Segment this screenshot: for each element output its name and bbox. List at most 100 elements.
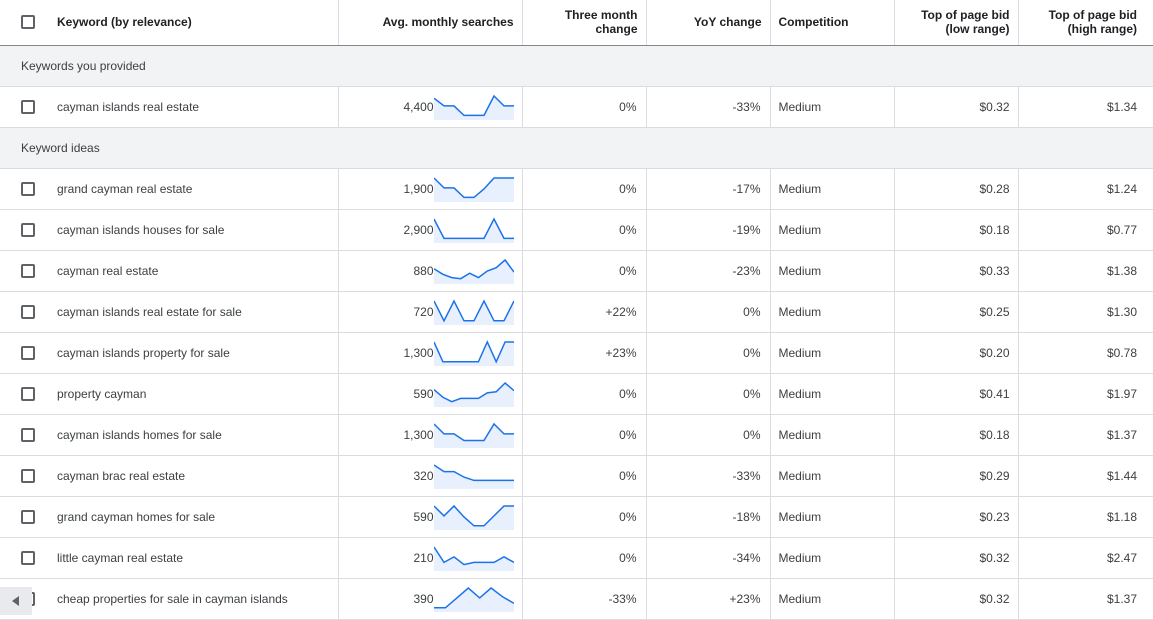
col-bid-high-header[interactable]: Top of page bid(high range)	[1018, 0, 1153, 45]
bid-high-cell: $2.47	[1018, 537, 1153, 578]
keyword-cell[interactable]: cayman islands real estate for sale	[57, 291, 338, 332]
trend-sparkline	[434, 217, 514, 243]
bid-high-cell: $0.78	[1018, 332, 1153, 373]
keyword-cell[interactable]: grand cayman homes for sale	[57, 496, 338, 537]
avg-searches-cell: 880	[338, 250, 522, 291]
row-checkbox[interactable]	[21, 305, 35, 319]
three-month-change-cell: 0%	[522, 496, 646, 537]
trend-sparkline	[434, 586, 514, 612]
col-yoy-header[interactable]: YoY change	[646, 0, 770, 45]
competition-cell: Medium	[770, 496, 894, 537]
keyword-cell[interactable]: cayman islands houses for sale	[57, 209, 338, 250]
trend-area	[434, 178, 514, 202]
checkbox-cell	[0, 496, 57, 537]
row-checkbox[interactable]	[21, 100, 35, 114]
col-bid-low-header[interactable]: Top of page bid(low range)	[894, 0, 1018, 45]
yoy-change-cell: -33%	[646, 86, 770, 127]
keyword-cell[interactable]: grand cayman real estate	[57, 168, 338, 209]
avg-searches-cell: 4,400	[338, 86, 522, 127]
row-checkbox[interactable]	[21, 551, 35, 565]
avg-searches-cell: 590	[338, 496, 522, 537]
row-checkbox[interactable]	[21, 264, 35, 278]
bid-high-cell: $0.77	[1018, 209, 1153, 250]
col-competition-header[interactable]: Competition	[770, 0, 894, 45]
yoy-change-cell: 0%	[646, 414, 770, 455]
col-keyword-header[interactable]: Keyword (by relevance)	[57, 0, 338, 45]
checkbox-cell	[0, 455, 57, 496]
keyword-cell[interactable]: cayman islands property for sale	[57, 332, 338, 373]
bid-low-cell: $0.29	[894, 455, 1018, 496]
avg-searches-value: 880	[413, 264, 433, 278]
row-checkbox[interactable]	[21, 510, 35, 524]
bid-high-cell: $1.44	[1018, 455, 1153, 496]
bid-low-cell: $0.33	[894, 250, 1018, 291]
avg-searches-cell: 720	[338, 291, 522, 332]
col-avg-header[interactable]: Avg. monthly searches	[338, 0, 522, 45]
row-checkbox[interactable]	[21, 428, 35, 442]
bid-high-cell: $1.37	[1018, 578, 1153, 619]
bid-low-cell: $0.32	[894, 578, 1018, 619]
group-label-ideas: Keyword ideas	[0, 127, 1153, 168]
keyword-cell[interactable]: cayman islands real estate	[57, 86, 338, 127]
keyword-cell[interactable]: cayman brac real estate	[57, 455, 338, 496]
avg-searches-value: 2,900	[403, 223, 433, 237]
row-checkbox[interactable]	[21, 387, 35, 401]
three-month-change-cell: 0%	[522, 209, 646, 250]
competition-cell: Medium	[770, 86, 894, 127]
trend-sparkline	[434, 381, 514, 407]
bid-low-cell: $0.25	[894, 291, 1018, 332]
three-month-change-cell: -33%	[522, 578, 646, 619]
trend-sparkline	[434, 299, 514, 325]
yoy-change-cell: -33%	[646, 455, 770, 496]
scroll-left-button[interactable]	[0, 587, 32, 615]
table-header: Keyword (by relevance) Avg. monthly sear…	[0, 0, 1153, 45]
keyword-cell[interactable]: cayman real estate	[57, 250, 338, 291]
row-checkbox[interactable]	[21, 182, 35, 196]
trend-area	[434, 96, 514, 120]
keyword-cell[interactable]: cheap properties for sale in cayman isla…	[57, 578, 338, 619]
row-checkbox[interactable]	[21, 223, 35, 237]
competition-cell: Medium	[770, 209, 894, 250]
avg-searches-cell: 1,300	[338, 414, 522, 455]
avg-searches-value: 590	[413, 510, 433, 524]
select-all-cell	[0, 0, 57, 45]
trend-sparkline	[434, 463, 514, 489]
three-month-line2: change	[595, 22, 637, 36]
checkbox-cell	[0, 291, 57, 332]
keyword-cell[interactable]: cayman islands homes for sale	[57, 414, 338, 455]
trend-sparkline	[434, 258, 514, 284]
keyword-cell[interactable]: little cayman real estate	[57, 537, 338, 578]
competition-cell: Medium	[770, 455, 894, 496]
avg-searches-value: 210	[413, 551, 433, 565]
three-month-change-cell: +23%	[522, 332, 646, 373]
checkbox-cell	[0, 86, 57, 127]
table-body: Keywords you provided cayman islands rea…	[0, 45, 1153, 619]
trend-line	[434, 301, 514, 321]
three-month-change-cell: 0%	[522, 537, 646, 578]
avg-searches-cell: 1,300	[338, 332, 522, 373]
checkbox-cell	[0, 250, 57, 291]
select-all-checkbox[interactable]	[21, 15, 35, 29]
group-row-ideas: Keyword ideas	[0, 127, 1153, 168]
keyword-cell[interactable]: property cayman	[57, 373, 338, 414]
row-checkbox[interactable]	[21, 469, 35, 483]
row-checkbox[interactable]	[21, 346, 35, 360]
competition-cell: Medium	[770, 578, 894, 619]
table-row[interactable]: cheap properties for sale in cayman isla…	[0, 578, 1153, 619]
trend-sparkline	[434, 176, 514, 202]
avg-searches-value: 4,400	[403, 100, 433, 114]
bid-low-line1: Top of page bid	[921, 8, 1009, 22]
three-month-change-cell: +22%	[522, 291, 646, 332]
